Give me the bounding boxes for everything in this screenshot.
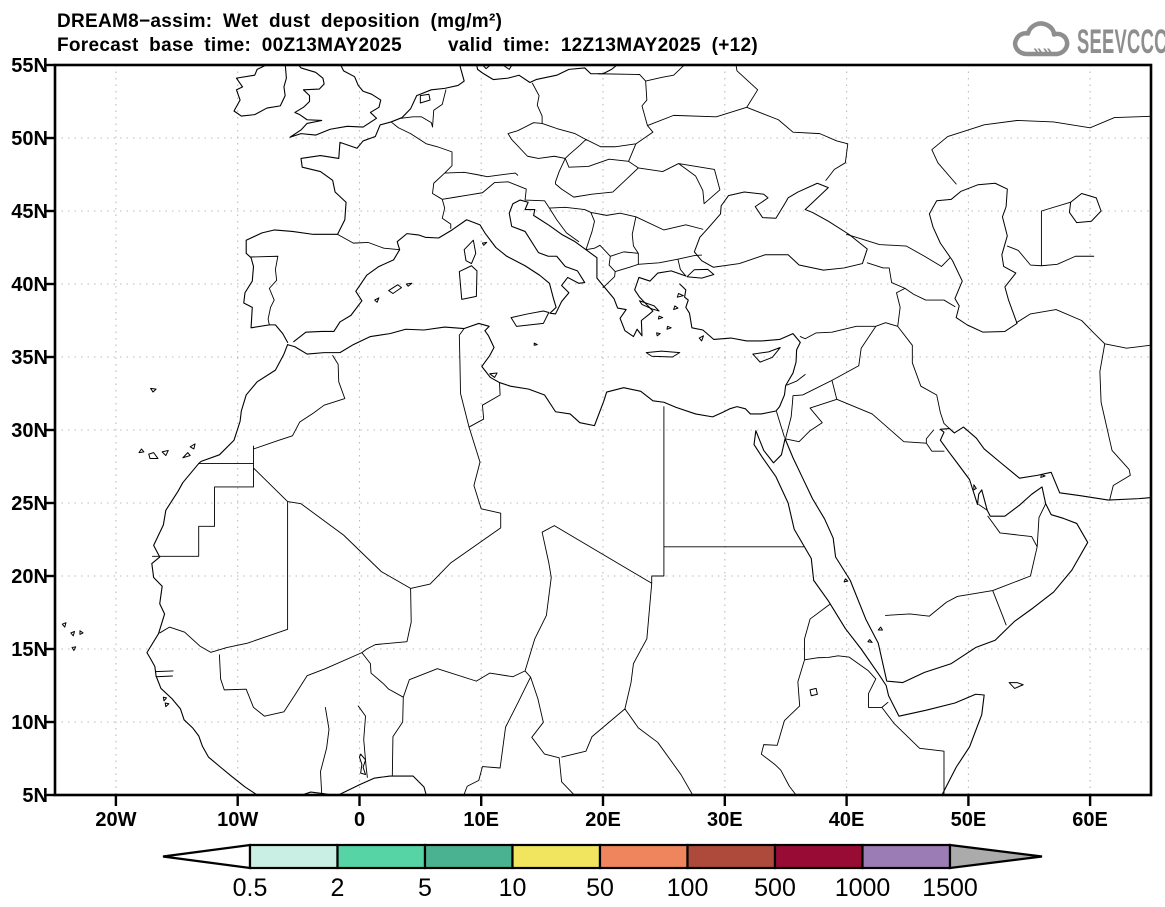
colorbar-segment <box>773 843 864 870</box>
page-title: DREAM8−assim: Wet dust deposition (mg/m²… <box>57 11 503 32</box>
lat-tick-label: 30N <box>11 420 48 442</box>
colorbar-label: 0.5 <box>233 874 268 902</box>
colorbar-label: 2 <box>331 874 345 902</box>
header-title-block: DREAM8−assim: Wet dust deposition (mg/m²… <box>57 10 758 58</box>
cloud-chevrons-icon: »» <box>1033 41 1052 60</box>
colorbar-segment <box>248 843 339 870</box>
seevccc-logo: »» SEEVCCC <box>1012 21 1165 61</box>
colorbar-segment <box>423 843 514 870</box>
colorbar-segment <box>336 843 427 870</box>
lat-tick-label: 15N <box>11 639 48 661</box>
colorbar-label: 1500 <box>922 874 978 902</box>
gridlines <box>55 65 1151 795</box>
cloud-icon <box>1012 21 1070 57</box>
lat-tick-label: 45N <box>11 201 48 223</box>
lat-tick-label: 20N <box>11 566 48 588</box>
colorbar-label: 10 <box>499 874 527 902</box>
lat-tick-label: 40N <box>11 274 48 296</box>
islands <box>62 58 1045 706</box>
lon-tick-label: 60E <box>1072 809 1108 831</box>
map-canvas <box>62 58 1156 795</box>
colorbar-segment <box>861 843 952 870</box>
colorbar-over-arrow <box>948 843 1043 870</box>
lat-tick-label: 50N <box>11 128 48 150</box>
lon-tick-label: 20E <box>585 809 621 831</box>
lat-tick-label: 10N <box>11 712 48 734</box>
colorbar-label: 50 <box>586 874 614 902</box>
colorbar-segment <box>686 843 777 870</box>
colorbar <box>162 843 1043 870</box>
country-borders <box>152 64 1155 796</box>
lon-tick-label: 20W <box>95 809 136 831</box>
colorbar-segment <box>598 843 689 870</box>
colorbar-label: 5 <box>418 874 432 902</box>
colorbar-label: 500 <box>754 874 796 902</box>
lon-tick-label: 10W <box>217 809 258 831</box>
lon-tick-label: 40E <box>829 809 865 831</box>
coastlines <box>147 64 1156 796</box>
logo-text: SEEVCCC <box>1077 22 1165 61</box>
lat-tick-label: 25N <box>11 493 48 515</box>
lon-tick-label: 10E <box>463 809 499 831</box>
colorbar-labels: 0.5 2 5 10 50 100 500 1000 1500 <box>233 874 978 902</box>
colorbar-segment <box>511 843 602 870</box>
lon-ticks <box>114 795 1092 806</box>
lat-tick-label: 5N <box>22 785 48 807</box>
lakes-and-seas <box>359 94 1101 774</box>
lon-tick-label: 0 <box>354 809 365 831</box>
lat-axis-labels: 55N 50N 45N 40N 35N 30N 25N 20N 15N 10N … <box>11 55 48 807</box>
lon-tick-label: 50E <box>951 809 987 831</box>
valid-time: valid time: 12Z13MAY2025 (+12) <box>447 35 758 56</box>
lat-tick-label: 55N <box>11 55 48 77</box>
lat-ticks <box>44 63 55 797</box>
lat-tick-label: 35N <box>11 347 48 369</box>
lon-tick-label: 30E <box>707 809 743 831</box>
colorbar-label: 1000 <box>835 874 891 902</box>
colorbar-label: 100 <box>667 874 709 902</box>
lon-axis-labels: 20W 10W 0 10E 20E 30E 40E 50E 60E <box>95 809 1108 831</box>
colorbar-under-arrow <box>162 843 252 870</box>
header-times: Forecast base time: 00Z13MAY2025 valid ti… <box>57 34 758 58</box>
forecast-base-time: Forecast base time: 00Z13MAY2025 <box>57 35 402 56</box>
